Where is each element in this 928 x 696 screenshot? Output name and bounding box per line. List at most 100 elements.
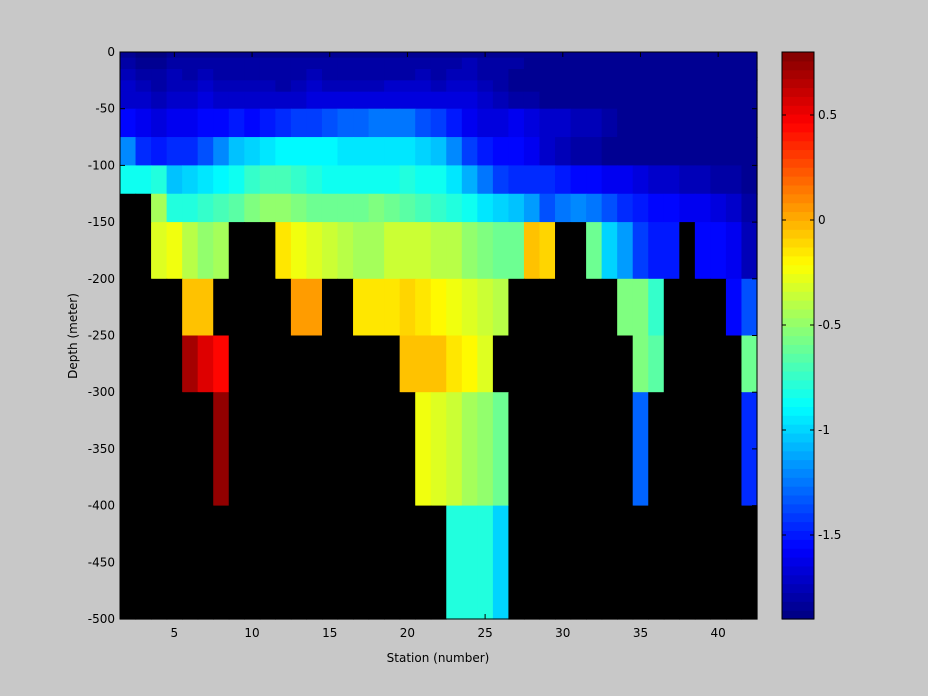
heatmap-cell	[244, 69, 261, 81]
heatmap-cell	[508, 392, 525, 507]
heatmap-cell	[213, 193, 230, 223]
heatmap-cell	[648, 335, 665, 393]
heatmap-cells	[120, 52, 758, 620]
heatmap-cell	[244, 505, 261, 620]
heatmap-cell	[197, 222, 214, 280]
heatmap-cell	[135, 222, 152, 280]
heatmap-cell	[275, 335, 292, 393]
heatmap-cell	[430, 52, 447, 59]
heatmap-cell	[259, 108, 276, 138]
heatmap-cell	[166, 222, 183, 280]
heatmap-cell	[725, 222, 743, 280]
heatmap-cell	[586, 80, 603, 93]
colorbar-segment	[782, 317, 814, 328]
heatmap-cell	[337, 80, 354, 93]
heatmap-cell	[197, 193, 214, 223]
colorbar-segment	[782, 238, 814, 248]
heatmap-cell	[368, 193, 385, 223]
heatmap-cell	[321, 91, 339, 110]
heatmap-cell	[275, 52, 292, 59]
heatmap-cell	[679, 222, 696, 280]
heatmap-cell	[166, 278, 183, 337]
y-axis-label: Depth (meter)	[66, 293, 80, 379]
heatmap-cell	[492, 222, 510, 280]
heatmap-cell	[555, 57, 572, 70]
heatmap-cell	[570, 392, 587, 507]
heatmap-cell	[120, 193, 137, 223]
colorbar-segment	[782, 450, 814, 461]
heatmap-cell	[244, 222, 261, 280]
heatmap-cell	[648, 91, 665, 110]
heatmap-cell	[321, 505, 339, 620]
heatmap-cell	[586, 278, 603, 337]
heatmap-cell	[228, 57, 245, 70]
heatmap-cell	[244, 335, 261, 393]
heatmap-cell	[601, 80, 618, 93]
heatmap-cell	[741, 108, 758, 138]
heatmap-cell	[632, 137, 649, 166]
heatmap-cell	[384, 278, 401, 337]
heatmap-cell	[632, 193, 649, 223]
colorbar-segment	[782, 52, 814, 62]
heatmap-cell	[182, 108, 199, 138]
heatmap-cell	[337, 137, 354, 166]
heatmap-cell	[725, 278, 743, 337]
heatmap-cell	[337, 278, 354, 337]
heatmap-cell	[415, 505, 432, 620]
y-tick-label: -350	[88, 442, 115, 456]
heatmap-cell	[492, 392, 510, 507]
heatmap-cell	[120, 52, 137, 59]
heatmap-cell	[135, 193, 152, 223]
heatmap-cell	[663, 80, 680, 93]
heatmap-cell	[290, 137, 308, 166]
heatmap-cell	[477, 335, 494, 393]
heatmap-cell	[151, 392, 168, 507]
heatmap-cell	[710, 80, 727, 93]
heatmap-cell	[368, 278, 385, 337]
heatmap-cell	[523, 52, 541, 59]
heatmap-cell	[570, 278, 587, 337]
heatmap-cell	[477, 57, 494, 70]
colorbar-segment	[782, 273, 814, 283]
heatmap-cell	[586, 505, 603, 620]
heatmap-cell	[384, 108, 401, 138]
heatmap-cell	[182, 505, 199, 620]
heatmap-cell	[663, 137, 680, 166]
heatmap-cell	[679, 165, 696, 195]
heatmap-cell	[353, 80, 370, 93]
heatmap-cell	[275, 392, 292, 507]
heatmap-cell	[197, 165, 214, 195]
heatmap-cell	[539, 193, 556, 223]
heatmap-cell	[228, 278, 245, 337]
colorbar-segment	[782, 96, 814, 106]
colorbar-segment	[782, 486, 814, 496]
colorbar-segment	[782, 131, 814, 142]
heatmap-cell	[508, 108, 525, 138]
colorbar-segment	[782, 282, 814, 292]
heatmap-cell	[228, 222, 245, 280]
heatmap-cell	[679, 278, 696, 337]
heatmap-cell	[461, 505, 478, 620]
heatmap-cell	[197, 335, 214, 393]
colorbar-segment	[782, 583, 814, 594]
heatmap-cell	[679, 137, 696, 166]
heatmap-cell	[430, 108, 447, 138]
heatmap-cell	[446, 278, 463, 337]
heatmap-cell	[461, 80, 478, 93]
heatmap-cell	[182, 137, 199, 166]
heatmap-cell	[586, 137, 603, 166]
heatmap-cell	[539, 108, 556, 138]
heatmap-cell	[166, 505, 183, 620]
colorbar-segment	[782, 565, 814, 576]
heatmap-cell	[213, 335, 230, 393]
heatmap-cell	[244, 108, 261, 138]
heatmap-cell	[539, 505, 556, 620]
heatmap-cell	[213, 165, 230, 195]
heatmap-cell	[710, 193, 727, 223]
heatmap-cell	[710, 91, 727, 110]
heatmap-cell	[663, 52, 680, 59]
heatmap-cell	[135, 108, 152, 138]
heatmap-cell	[228, 193, 245, 223]
colorbar-segment	[782, 176, 814, 186]
heatmap-cell	[120, 278, 137, 337]
